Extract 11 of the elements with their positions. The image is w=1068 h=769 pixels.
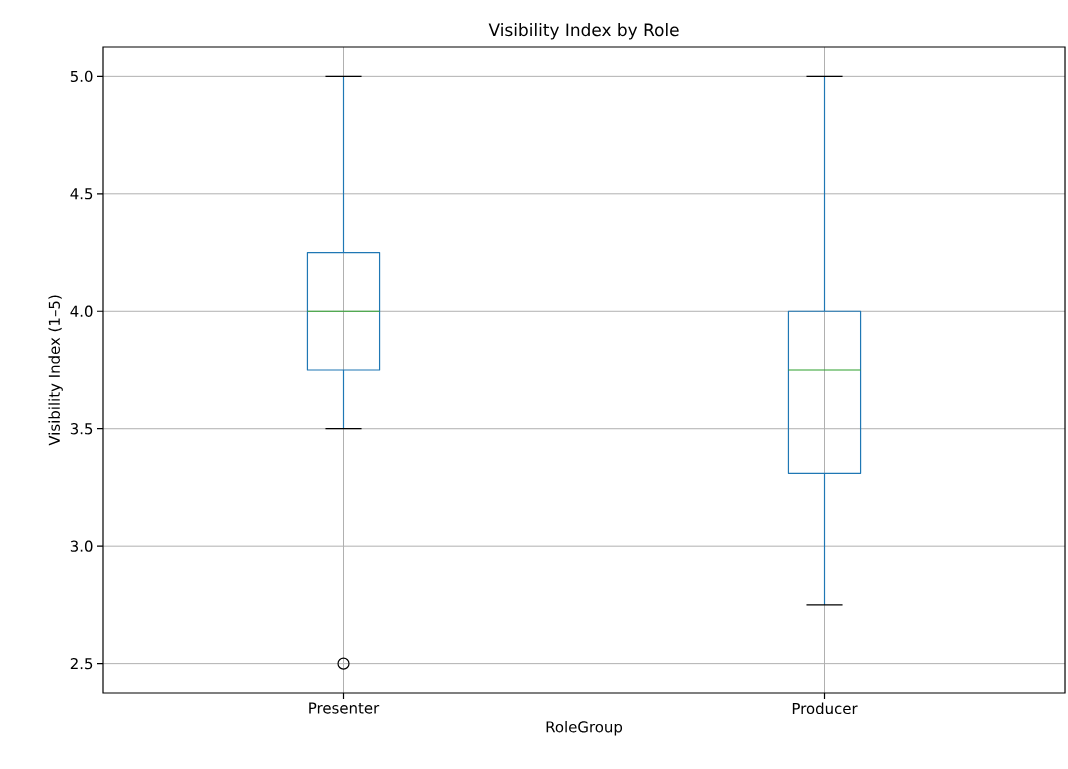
y-tick-label: 2.5	[70, 657, 93, 670]
chart-title: Visibility Index by Role	[488, 23, 679, 40]
y-tick-label: 5.0	[70, 70, 93, 83]
y-axis-title: Visibility Index (1–5)	[48, 295, 63, 446]
x-tick-label: Presenter	[309, 702, 380, 714]
y-tick-label: 4.5	[70, 188, 93, 200]
y-tick-label: 4.0	[70, 305, 93, 317]
x-axis-title: RoleGroup	[546, 720, 623, 736]
y-tick-label: 3.5	[70, 423, 93, 435]
y-tick-label: 3.0	[70, 540, 93, 552]
x-tick-label: Producer	[792, 702, 858, 715]
